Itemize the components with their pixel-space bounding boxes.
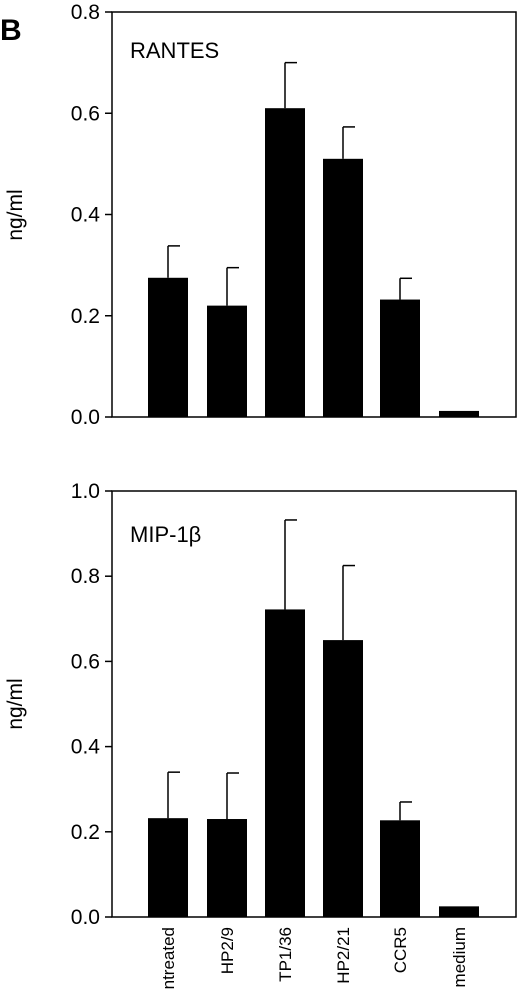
y-tick-label: 1.0 [71,480,100,503]
bar-untreated [148,818,188,917]
y-tick-label: 0.6 [71,102,100,125]
chart-title: MIP-1β [130,522,201,547]
bar-medium [439,410,479,417]
bar-untreated [148,277,188,417]
error-bars [167,61,412,306]
y-tick-label: 0.0 [71,906,100,929]
x-category-label: CCR5 [391,927,410,973]
x-category-label: HP2/21 [334,927,353,984]
y-axis-ticks: 0.0 0.2 0.4 0.6 0.8 1.0 [71,480,112,929]
y-axis-ticks: 0.0 0.2 0.4 0.6 0.8 [71,1,112,429]
bar-hp2-9 [207,819,247,917]
bars [148,108,479,417]
bar-hp2-21 [323,640,363,917]
x-axis-category-labels: untreated HP2/9 TP1/36 HP2/21 CCR5 medium [159,927,469,989]
y-tick-label: 0.8 [71,1,100,24]
bar-hp2-21 [323,158,363,417]
bar-tp1-36 [265,609,305,917]
y-tick-label: 0.4 [71,736,101,759]
x-category-label: medium [450,927,469,987]
y-axis-label: ng/ml [4,678,27,729]
y-tick-label: 0.2 [71,821,100,844]
y-tick-label: 0.4 [71,204,101,227]
y-tick-label: 0.2 [71,305,100,328]
y-tick-label: 0.0 [71,406,100,429]
chart-title: RANTES [130,38,219,63]
mip1b-panel: MIP-1β ng/ml 0.0 0.2 0.4 0.6 0.8 1.0 untreate… [4,480,517,989]
x-category-label: TP1/36 [276,927,295,982]
x-category-label: untreated [159,927,178,989]
x-category-label: HP2/9 [218,927,237,974]
bar-hp2-9 [207,305,247,417]
error-bars [167,519,412,821]
rantes-panel: RANTES ng/ml 0.0 0.2 0.4 0.6 0.8 [4,1,517,429]
y-axis-label: ng/ml [4,189,27,240]
bar-ccr5 [380,820,420,917]
y-tick-label: 0.8 [71,565,100,588]
bars [148,609,479,917]
bar-tp1-36 [265,108,305,417]
bar-medium [439,906,479,917]
bar-ccr5 [380,299,420,417]
panel-letter: B [0,14,22,47]
y-tick-label: 0.6 [71,650,100,673]
plot-frame [111,490,517,918]
